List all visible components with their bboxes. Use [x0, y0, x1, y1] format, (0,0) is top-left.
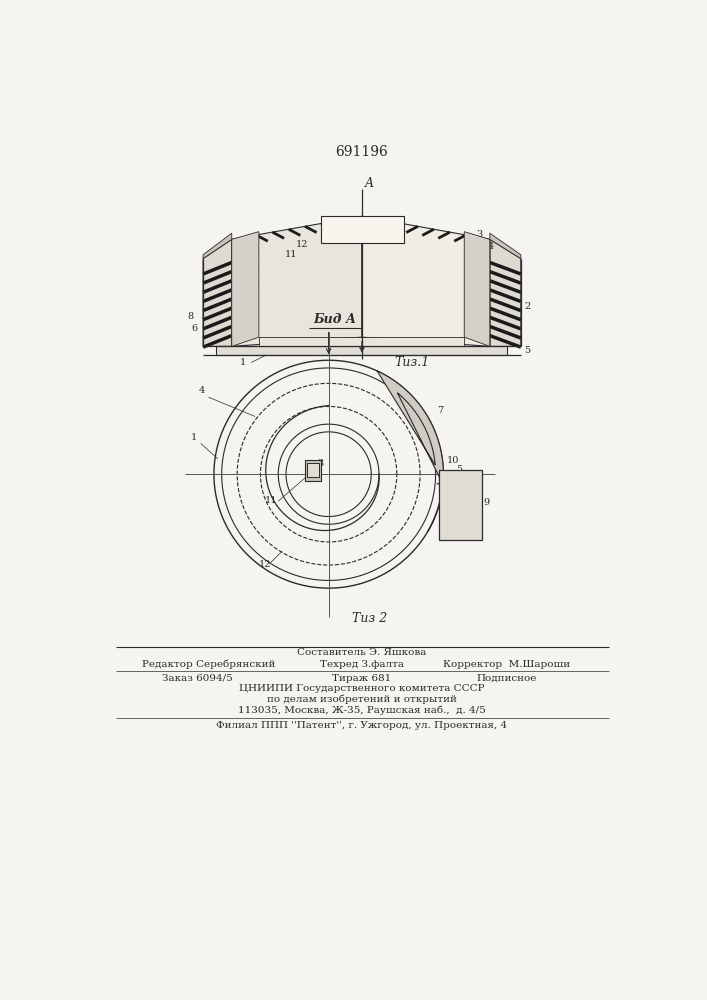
Polygon shape — [464, 232, 490, 346]
Text: 10: 10 — [446, 456, 459, 465]
Text: 8: 8 — [187, 312, 194, 321]
Text: Корректор  М.Шароши: Корректор М.Шароши — [443, 660, 571, 669]
Polygon shape — [490, 239, 521, 346]
Text: 113035, Москва, Ж-35, Раушская наб.,  д. 4/5: 113035, Москва, Ж-35, Раушская наб., д. … — [238, 705, 486, 715]
Text: ЦНИИПИ Государственного комитета СССР: ЦНИИПИ Государственного комитета СССР — [239, 684, 485, 693]
Polygon shape — [216, 346, 507, 355]
Text: Техред З.фалта: Техред З.фалта — [320, 660, 404, 669]
Polygon shape — [307, 463, 320, 477]
Text: 4: 4 — [199, 386, 204, 395]
Text: Филиал ППП ''Патент'', г. Ужгород, ул. Проектная, 4: Филиал ППП ''Патент'', г. Ужгород, ул. П… — [216, 721, 508, 730]
Text: 6: 6 — [192, 324, 197, 333]
Text: 6: 6 — [426, 421, 432, 430]
Polygon shape — [203, 233, 232, 259]
Text: 12: 12 — [259, 560, 271, 569]
Polygon shape — [232, 232, 259, 346]
Text: 11: 11 — [265, 496, 278, 505]
Polygon shape — [305, 460, 321, 481]
Text: Τиз.1: Τиз.1 — [395, 356, 430, 369]
Text: Подписное: Подписное — [477, 674, 537, 683]
Text: Заказ 6094/5: Заказ 6094/5 — [161, 674, 233, 683]
Polygon shape — [362, 216, 490, 346]
Text: 2: 2 — [524, 302, 530, 311]
Text: 3: 3 — [476, 230, 482, 239]
Polygon shape — [490, 233, 521, 259]
Polygon shape — [232, 216, 362, 346]
Text: 691196: 691196 — [336, 145, 388, 159]
Text: 3: 3 — [317, 460, 323, 468]
Text: 5: 5 — [524, 346, 530, 355]
Text: 12: 12 — [296, 240, 308, 249]
Text: Тираж 681: Тираж 681 — [332, 674, 392, 683]
Text: Бид А: Бид А — [313, 313, 356, 326]
Text: 7: 7 — [243, 238, 250, 247]
Text: по делам изобретений и открытий: по делам изобретений и открытий — [267, 695, 457, 704]
Text: 1: 1 — [191, 433, 197, 442]
Text: 1: 1 — [240, 358, 247, 367]
Text: 5: 5 — [457, 465, 462, 474]
Text: 4: 4 — [488, 242, 493, 251]
Text: Τиз 2: Τиз 2 — [352, 612, 387, 625]
Polygon shape — [440, 470, 482, 540]
Text: 2: 2 — [457, 475, 463, 484]
Text: Составитель Э. Яшкова: Составитель Э. Яшкова — [297, 648, 426, 657]
Polygon shape — [203, 239, 232, 346]
Text: A: A — [365, 177, 374, 190]
Polygon shape — [259, 337, 464, 346]
Text: 9: 9 — [484, 498, 490, 507]
Polygon shape — [377, 371, 443, 484]
Text: 11: 11 — [284, 250, 297, 259]
Polygon shape — [321, 216, 404, 243]
Text: Редактор Серебрянский: Редактор Серебрянский — [142, 659, 275, 669]
Text: 7: 7 — [437, 406, 443, 415]
